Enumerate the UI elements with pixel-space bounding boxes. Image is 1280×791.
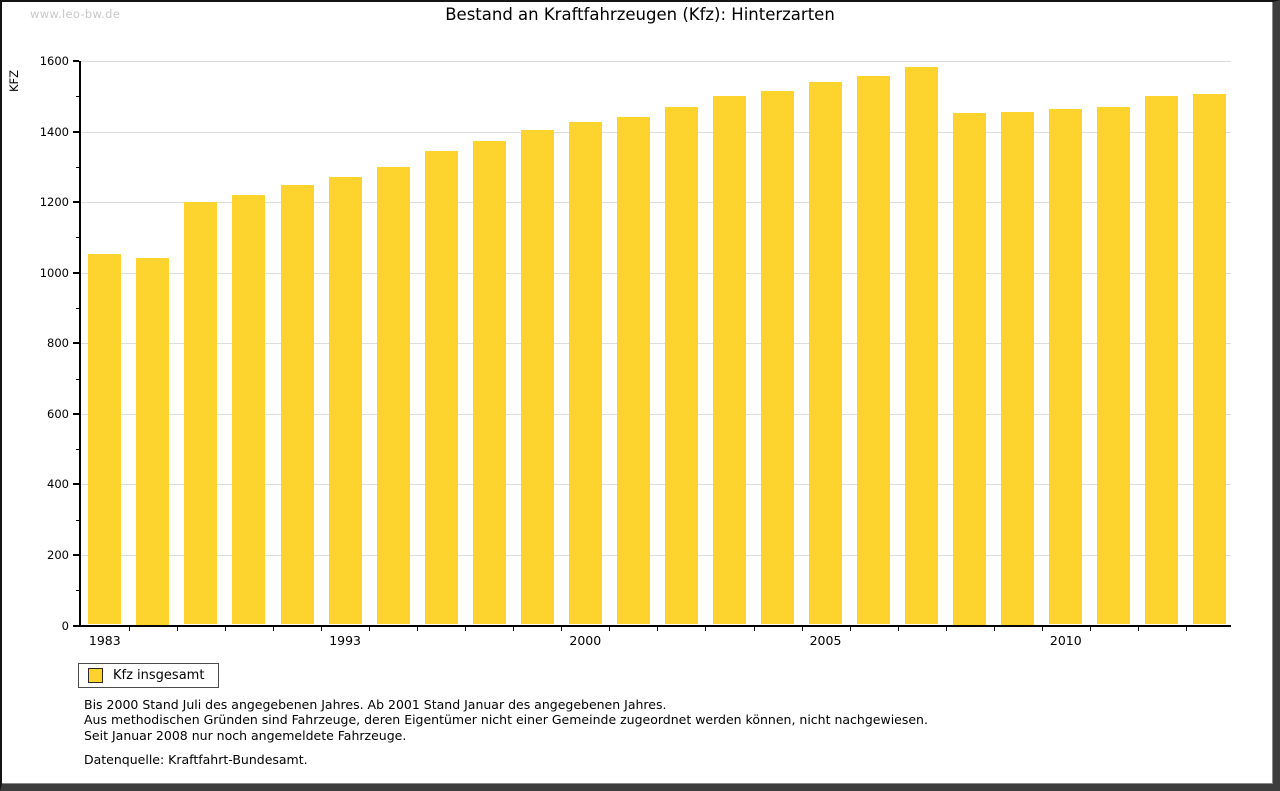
bar-2012 <box>1145 96 1179 625</box>
y-gridline <box>80 413 1231 415</box>
bar-2011 <box>1097 106 1131 625</box>
bar-2001 <box>616 117 650 625</box>
x-tick <box>801 626 803 631</box>
bar-2009 <box>1001 111 1035 625</box>
x-tick <box>224 626 226 631</box>
x-tick <box>897 626 899 631</box>
footnote-line: Seit Januar 2008 nur noch angemeldete Fa… <box>84 727 407 743</box>
bar-1997 <box>424 150 458 625</box>
x-tick <box>128 626 130 631</box>
site-watermark: www.leo-bw.de <box>30 7 121 21</box>
x-tick <box>1185 626 1187 631</box>
y-tick-label: 600 <box>47 406 69 421</box>
x-tick-label-2000: 2000 <box>569 632 602 648</box>
legend-color-swatch-icon <box>88 668 103 683</box>
bar-2010 <box>1049 108 1083 625</box>
y-major-tick <box>73 342 79 345</box>
x-tick <box>176 626 178 631</box>
bar-1987 <box>184 201 218 625</box>
y-gridline <box>80 343 1231 345</box>
y-gridline <box>80 554 1231 556</box>
y-axis-line <box>79 61 81 627</box>
y-gridline <box>80 202 1231 204</box>
y-major-tick <box>73 553 79 556</box>
y-minor-tick <box>76 166 79 168</box>
x-tick <box>1089 626 1091 631</box>
bar-2004 <box>761 90 794 625</box>
y-tick-label: 800 <box>47 336 69 351</box>
y-minor-tick <box>76 519 79 521</box>
y-major-tick <box>73 201 79 204</box>
x-tick <box>1041 626 1043 631</box>
footnote-line: Bis 2000 Stand Juli des angegebenen Jahr… <box>84 697 667 712</box>
chart-title: Bestand an Kraftfahrzeugen (Kfz): Hinter… <box>445 5 835 24</box>
legend: Kfz insgesamt <box>78 663 220 688</box>
bar-2007 <box>905 66 939 625</box>
footnote-line: Aus methodischen Gründen sind Fahrzeuge,… <box>84 712 928 728</box>
y-tick-label: 1400 <box>39 124 69 139</box>
y-tick-label: 400 <box>47 477 69 492</box>
bar-2013 <box>1193 94 1227 625</box>
y-major-tick <box>73 483 79 486</box>
bar-1991 <box>280 185 314 625</box>
bar-1989 <box>232 195 266 625</box>
y-gridline <box>80 131 1231 133</box>
bar-2006 <box>857 75 891 625</box>
x-tick <box>465 626 467 631</box>
bar-2005 <box>809 81 842 625</box>
x-tick <box>273 626 274 631</box>
y-tick-label: 200 <box>47 547 69 562</box>
y-minor-tick <box>76 449 79 451</box>
y-gridline <box>80 272 1231 274</box>
bar-1998 <box>472 140 506 625</box>
y-minor-tick <box>76 308 79 309</box>
x-tick <box>1137 626 1139 631</box>
x-tick-label-1983: 1983 <box>88 632 121 648</box>
x-tick <box>993 626 995 631</box>
bar-1993 <box>328 177 362 625</box>
y-minor-tick <box>76 96 79 98</box>
bar-2008 <box>953 112 987 625</box>
y-major-tick <box>73 130 79 133</box>
x-tick <box>369 626 371 631</box>
footnotes: Bis 2000 Stand Juli des angegebenen Jahr… <box>84 697 928 767</box>
x-tick <box>945 626 947 631</box>
bar-2003 <box>712 96 746 625</box>
data-source-line: Datenquelle: Kraftfahrt-Bundesamt. <box>84 751 308 767</box>
x-tick <box>321 626 322 631</box>
y-gridline <box>80 484 1231 486</box>
x-tick <box>705 626 707 631</box>
y-minor-tick <box>76 237 79 239</box>
y-tick-label: 0 <box>61 618 69 633</box>
x-tick-label-2005: 2005 <box>809 632 842 648</box>
bar-1985 <box>136 257 170 625</box>
y-gridline <box>80 61 1231 62</box>
y-major-tick <box>73 412 79 415</box>
x-tick <box>849 626 851 631</box>
x-tick-label-2010: 2010 <box>1049 632 1082 648</box>
x-tick <box>513 626 515 631</box>
x-tick <box>753 626 755 631</box>
x-tick <box>657 626 659 631</box>
x-tick <box>609 626 611 631</box>
x-tick <box>417 626 419 631</box>
x-axis-line <box>79 624 1231 627</box>
y-major-tick <box>73 624 79 627</box>
y-tick-label: 1000 <box>39 265 69 280</box>
y-minor-tick <box>76 378 79 380</box>
bar-1995 <box>376 167 410 625</box>
bar-2000 <box>568 122 602 625</box>
x-tick <box>561 626 563 631</box>
y-major-tick <box>73 60 79 62</box>
y-major-tick <box>73 271 79 274</box>
x-tick-label-1993: 1993 <box>329 632 361 648</box>
bar-1983 <box>88 254 122 625</box>
y-tick-label: 1200 <box>39 195 69 210</box>
bar-2002 <box>664 106 698 625</box>
y-tick-label: 1600 <box>39 54 69 68</box>
y-minor-tick <box>76 590 79 592</box>
bar-1999 <box>520 130 554 625</box>
legend-label: Kfz insgesamt <box>113 668 205 683</box>
